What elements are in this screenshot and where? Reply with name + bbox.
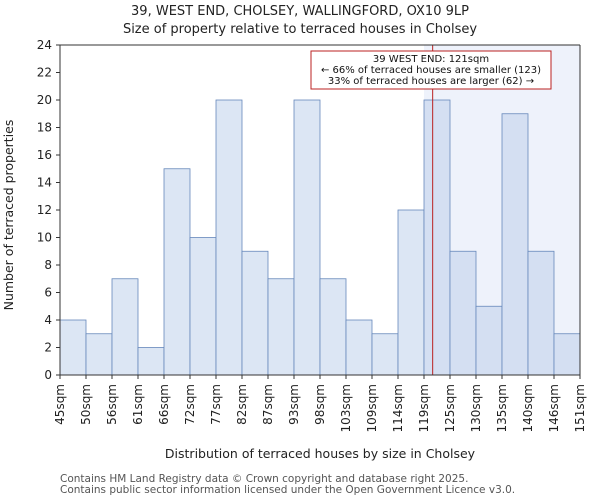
annotation-line-3: 33% of terraced houses are larger (62) →: [328, 76, 534, 87]
x-tick-label-140sqm: 140sqm: [521, 384, 535, 432]
annotation-line-2: ← 66% of terraced houses are smaller (12…: [321, 65, 541, 76]
y-tick-label-16: 16: [37, 148, 52, 162]
bar-98sqm: [319, 278, 347, 376]
y-tick-label-4: 4: [44, 313, 52, 327]
x-tick-label-66sqm: 66sqm: [157, 384, 171, 425]
x-tick-label-98sqm: 98sqm: [313, 384, 327, 425]
x-tick-label-151sqm: 151sqm: [573, 384, 587, 432]
y-tick-label-24: 24: [37, 38, 52, 52]
chart-title-line-1: 39, WEST END, CHOLSEY, WALLINGFORD, OX10…: [131, 4, 469, 19]
x-tick-label-130sqm: 130sqm: [469, 384, 483, 432]
bar-72sqm: [189, 237, 217, 376]
bar-140sqm: [527, 250, 555, 376]
x-tick-label-114sqm: 114sqm: [391, 384, 405, 432]
x-tick-label-50sqm: 50sqm: [79, 384, 93, 425]
x-tick-label-45sqm: 45sqm: [53, 384, 67, 425]
bar-50sqm: [85, 333, 113, 376]
y-tick-label-18: 18: [37, 121, 52, 135]
y-tick-label-14: 14: [37, 176, 52, 190]
x-tick-label-77sqm: 77sqm: [209, 384, 223, 425]
y-tick-label-22: 22: [37, 66, 52, 80]
y-tick-label-2: 2: [44, 341, 52, 355]
x-tick-label-103sqm: 103sqm: [339, 384, 353, 432]
y-tick-label-0: 0: [44, 368, 52, 382]
annotation-line-1: 39 WEST END: 121sqm: [373, 54, 489, 65]
bar-66sqm: [163, 168, 191, 376]
bar-146sqm: [553, 333, 581, 376]
x-tick-label-146sqm: 146sqm: [547, 384, 561, 432]
y-axis-label: Number of terraced properties: [1, 120, 16, 311]
chart-title: 39, WEST END, CHOLSEY, WALLINGFORD, OX10…: [123, 4, 477, 37]
bar-114sqm: [397, 209, 425, 376]
bar-45sqm: [59, 319, 87, 376]
bar-87sqm: [267, 278, 295, 376]
bar-125sqm: [449, 250, 477, 376]
bars-group: [59, 99, 581, 376]
y-tick-label-8: 8: [44, 258, 52, 272]
bar-56sqm: [111, 278, 139, 376]
x-tick-label-87sqm: 87sqm: [261, 384, 275, 425]
footer-line-2: Contains public sector information licen…: [60, 484, 516, 496]
y-tick-label-12: 12: [37, 203, 52, 217]
y-tick-label-20: 20: [37, 93, 52, 107]
bar-130sqm: [475, 305, 503, 376]
bar-109sqm: [371, 333, 399, 376]
bar-82sqm: [241, 250, 269, 376]
x-axis-label: Distribution of terraced houses by size …: [165, 446, 476, 461]
x-tick-label-125sqm: 125sqm: [443, 384, 457, 432]
x-tick-label-72sqm: 72sqm: [183, 384, 197, 425]
bar-93sqm: [293, 99, 321, 376]
x-tick-label-119sqm: 119sqm: [417, 384, 431, 432]
footer-line-1: Contains HM Land Registry data © Crown c…: [60, 473, 469, 485]
chart-title-line-2: Size of property relative to terraced ho…: [123, 22, 477, 37]
bar-119sqm: [423, 99, 451, 376]
x-tick-label-135sqm: 135sqm: [495, 384, 509, 432]
bar-77sqm: [215, 99, 243, 376]
y-tick-label-6: 6: [44, 286, 52, 300]
x-tick-label-61sqm: 61sqm: [131, 384, 145, 425]
bar-103sqm: [345, 319, 373, 376]
x-tick-label-56sqm: 56sqm: [105, 384, 119, 425]
annotation-box: 39 WEST END: 121sqm ← 66% of terraced ho…: [310, 50, 552, 90]
bar-135sqm: [501, 113, 529, 376]
x-tick-label-82sqm: 82sqm: [235, 384, 249, 425]
y-tick-label-10: 10: [37, 231, 52, 245]
x-ticks-group: 45sqm 50sqm 56sqm 61sqm 66sqm 72sqm 77sqm 82sqm…: [53, 375, 587, 432]
annotation-frame: [310, 50, 552, 90]
x-tick-label-93sqm: 93sqm: [287, 384, 301, 425]
x-tick-label-109sqm: 109sqm: [365, 384, 379, 432]
bar-61sqm: [137, 347, 165, 376]
